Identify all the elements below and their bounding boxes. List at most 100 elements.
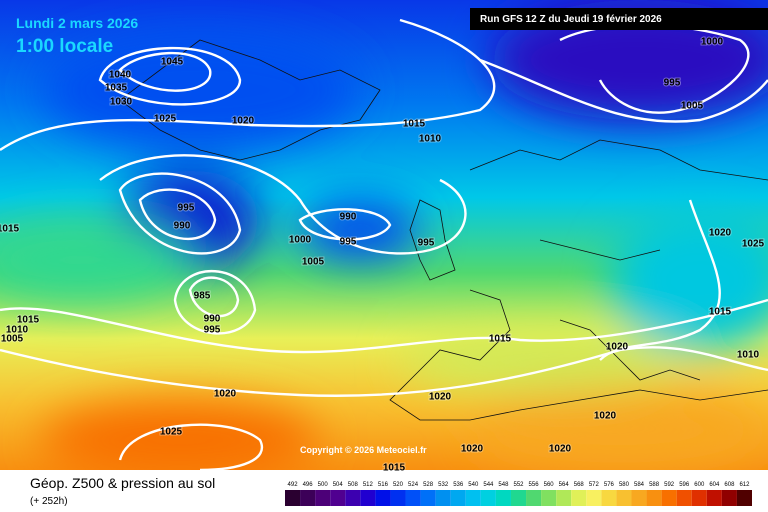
isobar-label: 995 <box>418 238 435 249</box>
isobar-label: 1000 <box>701 37 724 48</box>
legend-swatch <box>330 490 346 506</box>
legend-swatch <box>586 490 602 506</box>
legend-tick-label: 504 <box>333 482 344 488</box>
isobar-label: 1020 <box>594 411 617 422</box>
legend-swatch <box>526 490 542 506</box>
legend-tick-label: 560 <box>544 482 555 488</box>
legend-tick-label: 612 <box>739 482 750 488</box>
isobar-label: 1045 <box>161 57 184 68</box>
isobar-label: 1020 <box>232 116 255 127</box>
legend-tick-label: 540 <box>468 482 479 488</box>
legend-swatch <box>405 490 421 506</box>
isobar-label: 1015 <box>403 119 426 130</box>
isobar-label: 1015 <box>383 463 406 474</box>
legend-swatch <box>495 490 511 506</box>
legend-tick-label: 556 <box>529 482 540 488</box>
legend-swatch <box>646 490 662 506</box>
legend-swatch <box>721 490 737 506</box>
legend-swatch <box>390 490 406 506</box>
isobar-label: 1010 <box>737 350 760 361</box>
legend-tick-label: 516 <box>378 482 389 488</box>
isobar-label: 995 <box>178 203 195 214</box>
legend-swatch <box>706 490 722 506</box>
isobar-label: 1025 <box>742 239 765 250</box>
isobar-label: 995 <box>340 237 357 248</box>
isobar-label: 1020 <box>606 342 629 353</box>
coastlines <box>119 39 768 421</box>
isobar-label: 1015 <box>17 315 40 326</box>
legend-tick-label: 548 <box>498 482 509 488</box>
isobar-label: 1010 <box>6 325 29 336</box>
isobar-label: 1035 <box>105 83 128 94</box>
isobar-label: 1015 <box>0 224 20 235</box>
legend-tick-label: 592 <box>664 482 675 488</box>
legend-tick-label: 544 <box>483 482 494 488</box>
valid-time: 1:00 locale <box>16 36 113 57</box>
legend-tick-label: 500 <box>318 482 329 488</box>
legend-tick-label: 496 <box>303 482 314 488</box>
legend-swatch <box>676 490 692 506</box>
legend-tick-label: 584 <box>634 482 645 488</box>
isobar-label: 990 <box>204 314 221 325</box>
legend-swatch <box>300 490 316 506</box>
legend-swatch <box>285 490 301 506</box>
legend-tick-label: 580 <box>619 482 630 488</box>
run-info: Run GFS 12 Z du Jeudi 19 février 2026 <box>480 14 662 25</box>
legend-swatch <box>616 490 632 506</box>
isobar-label: 1025 <box>160 427 183 438</box>
legend-tick-label: 576 <box>604 482 615 488</box>
footer-title: Géop. Z500 & pression au sol <box>30 475 215 491</box>
legend-swatch <box>375 490 391 506</box>
legend-swatch <box>601 490 617 506</box>
legend-tick-label: 492 <box>288 482 299 488</box>
run-box <box>470 8 768 30</box>
isobar-label: 1040 <box>109 70 132 81</box>
legend-tick-label: 536 <box>453 482 464 488</box>
legend-swatch <box>691 490 707 506</box>
isobar-label: 990 <box>340 212 357 223</box>
isobar-label: 990 <box>174 221 191 232</box>
legend-tick-label: 600 <box>694 482 705 488</box>
legend-tick-label: 596 <box>679 482 690 488</box>
legend-swatch <box>661 490 677 506</box>
legend-swatch <box>465 490 481 506</box>
legend-swatch <box>631 490 647 506</box>
legend-tick-label: 512 <box>363 482 374 488</box>
legend-tick-label: 568 <box>574 482 585 488</box>
legend-swatch <box>736 490 752 506</box>
legend-tick-label: 608 <box>724 482 735 488</box>
legend-swatch <box>345 490 361 506</box>
isobar-label: 1020 <box>709 228 732 239</box>
legend-swatch <box>420 490 436 506</box>
legend-tick-label: 528 <box>423 482 434 488</box>
legend-tick-label: 564 <box>559 482 570 488</box>
isobar-label: 1015 <box>709 307 732 318</box>
valid-date: Lundi 2 mars 2026 <box>16 15 138 31</box>
legend-tick-label: 552 <box>513 482 524 488</box>
legend-tick-label: 572 <box>589 482 600 488</box>
isobar-label: 995 <box>204 325 221 336</box>
isobar-label: 1015 <box>489 334 512 345</box>
isobar-label: 1000 <box>289 235 312 246</box>
isobar-label: 1030 <box>110 97 133 108</box>
legend-tick-label: 508 <box>348 482 359 488</box>
isobar-label: 1020 <box>214 389 237 400</box>
legend-swatch <box>556 490 572 506</box>
legend-swatch <box>435 490 451 506</box>
isobar-label: 1020 <box>429 392 452 403</box>
footer-subtitle: (+ 252h) <box>30 496 68 507</box>
legend-swatch <box>571 490 587 506</box>
legend-tick-label: 604 <box>709 482 720 488</box>
color-legend: 492 496 500 504 508 512 516 520 524 528 532 536 540 5… <box>285 482 752 506</box>
legend-swatch <box>360 490 376 506</box>
legend-tick-label: 532 <box>438 482 449 488</box>
isobar-label: 1005 <box>1 334 24 345</box>
isobar-label: 995 <box>664 78 681 89</box>
isobar-label: 1010 <box>419 134 442 145</box>
legend-tick-label: 588 <box>649 482 660 488</box>
isobar-label: 1025 <box>154 114 177 125</box>
copyright: Copyright © 2026 Meteociel.fr <box>300 445 427 455</box>
isobars <box>0 18 768 472</box>
